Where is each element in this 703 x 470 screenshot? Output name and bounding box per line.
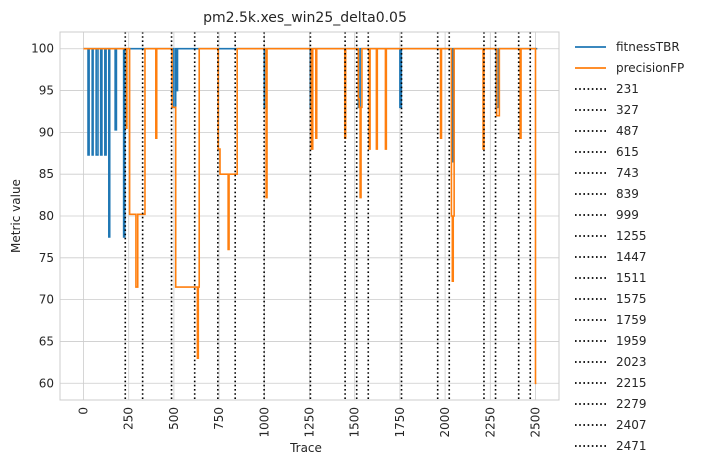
x-axis-label: Trace xyxy=(289,441,322,455)
legend-entry-label: 1255 xyxy=(616,229,647,243)
legend-entry-label: 839 xyxy=(616,187,639,201)
y-tick-label: 70 xyxy=(39,293,54,307)
legend-entry-label: 2471 xyxy=(616,439,647,453)
y-tick-label: 100 xyxy=(31,42,54,56)
y-tick-label: 95 xyxy=(39,84,54,98)
legend-entry-label: 2023 xyxy=(616,355,647,369)
y-tick-label: 90 xyxy=(39,125,54,139)
x-tick-label: 500 xyxy=(167,407,181,430)
plot-frame xyxy=(59,31,560,401)
x-tick-label: 750 xyxy=(212,407,226,430)
legend: fitnessTBR precisionFP 231 327 487 615 743 839 9… xyxy=(575,40,684,453)
x-tick-label: 1750 xyxy=(393,407,407,438)
y-tick-label: 65 xyxy=(39,334,54,348)
legend-entry-label: precisionFP xyxy=(616,61,684,75)
legend-entry-label: 1959 xyxy=(616,334,647,348)
y-tick-label: 80 xyxy=(39,209,54,223)
chart-title: pm2.5k.xes_win25_delta0.05 xyxy=(203,10,407,26)
legend-entry-label: 2407 xyxy=(616,418,647,432)
y-tick-labels: 60 65 70 75 80 85 90 95 100 xyxy=(31,42,54,391)
x-tick-label: 250 xyxy=(122,407,136,430)
legend-entry-label: 1447 xyxy=(616,250,647,264)
legend-entry-label: 1575 xyxy=(616,292,647,306)
x-tick-labels: 0 250 500 750 1000 1250 1500 1750 2000 2250 2500 xyxy=(77,407,543,438)
x-tick-label: 2000 xyxy=(438,407,452,438)
x-tick-label: 0 xyxy=(77,407,91,415)
legend-entry-label: 2279 xyxy=(616,397,647,411)
legend-entry-label: 615 xyxy=(616,145,639,159)
legend-entry-label: 231 xyxy=(616,82,639,96)
legend-entry-label: 327 xyxy=(616,103,639,117)
y-tick-label: 60 xyxy=(39,376,54,390)
legend-entry-label: 487 xyxy=(616,124,639,138)
x-tick-label: 2500 xyxy=(528,407,542,438)
legend-entry-label: fitnessTBR xyxy=(616,40,680,54)
x-tick-label: 1500 xyxy=(348,407,362,438)
x-tick-label: 1250 xyxy=(303,407,317,438)
legend-entry-label: 1511 xyxy=(616,271,647,285)
y-tick-label: 85 xyxy=(39,167,54,181)
y-axis-label: Metric value xyxy=(9,179,23,253)
legend-entry-label: 1759 xyxy=(616,313,647,327)
vertical-line-layer xyxy=(124,32,532,400)
y-tick-label: 75 xyxy=(39,251,54,265)
legend-entry-label: 743 xyxy=(616,166,639,180)
x-tick-label: 1000 xyxy=(257,407,271,438)
legend-entry-label: 999 xyxy=(616,208,639,222)
x-tick-label: 2250 xyxy=(483,407,497,438)
plot-area xyxy=(83,32,538,400)
legend-entry-label: 2215 xyxy=(616,376,647,390)
